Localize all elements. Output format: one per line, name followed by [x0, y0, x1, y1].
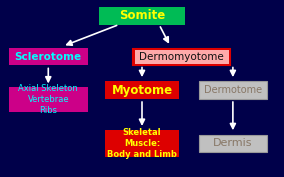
Text: Sclerotome: Sclerotome	[15, 52, 82, 62]
FancyBboxPatch shape	[105, 130, 179, 157]
FancyBboxPatch shape	[199, 81, 267, 99]
FancyBboxPatch shape	[9, 87, 88, 112]
FancyBboxPatch shape	[99, 7, 185, 25]
Text: Myotome: Myotome	[111, 84, 173, 97]
FancyBboxPatch shape	[135, 50, 229, 64]
Text: Dermis: Dermis	[213, 138, 253, 148]
Text: Dermotome: Dermotome	[204, 85, 262, 95]
Text: Skeletal
Muscle:
Body and Limb: Skeletal Muscle: Body and Limb	[107, 128, 177, 159]
FancyBboxPatch shape	[133, 49, 230, 65]
Text: Axial Skeleton
Vertebrae
Ribs: Axial Skeleton Vertebrae Ribs	[18, 84, 78, 115]
FancyBboxPatch shape	[9, 48, 88, 65]
FancyBboxPatch shape	[199, 135, 267, 152]
Text: Somite: Somite	[119, 9, 165, 22]
Text: Dermomyotome: Dermomyotome	[139, 52, 224, 62]
FancyBboxPatch shape	[105, 81, 179, 99]
